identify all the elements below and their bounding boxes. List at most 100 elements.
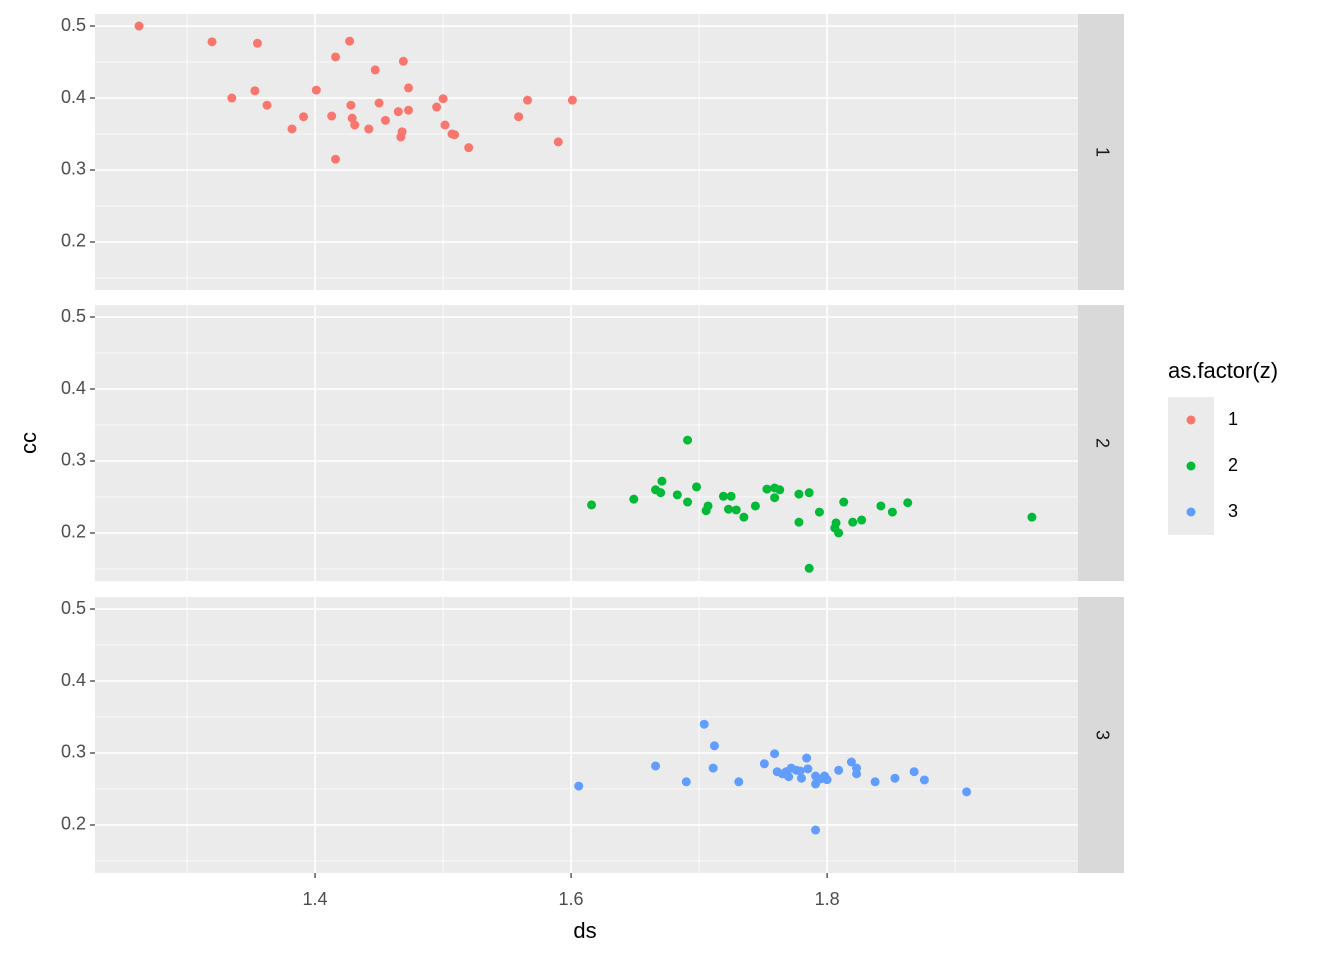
point [364, 124, 374, 134]
facet-strip [1078, 305, 1124, 581]
legend-marker [1186, 461, 1196, 471]
point [380, 115, 390, 125]
y-tick-label: 0.4 [61, 378, 86, 398]
point [734, 777, 744, 787]
point [404, 105, 414, 115]
y-tick-label: 0.5 [61, 598, 86, 618]
point [794, 517, 804, 527]
point [440, 120, 450, 130]
point [681, 777, 691, 787]
point [848, 517, 858, 527]
point [683, 435, 693, 445]
point [784, 772, 794, 782]
point [919, 775, 929, 785]
point [398, 56, 408, 66]
y-tick-label: 0.2 [61, 231, 86, 251]
point [657, 476, 667, 486]
point [346, 100, 356, 110]
point [703, 501, 713, 511]
point [252, 38, 262, 48]
y-tick-label: 0.3 [61, 159, 86, 179]
point [134, 21, 144, 31]
point [822, 775, 832, 785]
point [327, 111, 337, 121]
point [909, 767, 919, 777]
point [432, 102, 442, 112]
point [370, 65, 380, 75]
point [345, 36, 355, 46]
y-tick-label: 0.3 [61, 450, 86, 470]
x-tick-label: 1.8 [815, 889, 840, 909]
point [759, 759, 769, 769]
point [393, 107, 403, 117]
point [887, 507, 897, 517]
point [1027, 512, 1037, 522]
point [350, 120, 360, 130]
point [587, 500, 597, 510]
panel-background [95, 597, 1078, 873]
point [651, 761, 661, 771]
point [802, 753, 812, 763]
point [794, 489, 804, 499]
point [846, 757, 856, 767]
point [347, 113, 357, 123]
point [709, 741, 719, 751]
point [814, 507, 824, 517]
point [770, 493, 780, 503]
point [731, 505, 741, 515]
point [311, 85, 321, 95]
point [804, 563, 814, 573]
legend-label: 1 [1228, 409, 1238, 429]
point [762, 484, 772, 494]
point [672, 490, 682, 500]
point [726, 491, 736, 501]
point [514, 112, 524, 122]
y-tick-label: 0.2 [61, 522, 86, 542]
facet-label: 3 [1092, 730, 1112, 740]
y-tick-label: 0.4 [61, 87, 86, 107]
point [250, 86, 260, 96]
point [857, 515, 867, 525]
point [523, 95, 533, 105]
legend-title: as.factor(z) [1168, 358, 1278, 383]
point [404, 83, 414, 93]
point [903, 498, 913, 508]
point [287, 124, 297, 134]
point [852, 769, 862, 779]
legend-label: 3 [1228, 501, 1238, 521]
point [692, 482, 702, 492]
facet-label: 1 [1092, 147, 1112, 157]
point [629, 494, 639, 504]
legend-marker [1186, 415, 1196, 425]
panel-background [95, 14, 1078, 290]
point [834, 765, 844, 775]
point [834, 528, 844, 538]
point [839, 497, 849, 507]
point [464, 143, 474, 153]
point [803, 764, 813, 774]
point [890, 773, 900, 783]
point [227, 93, 237, 103]
point [553, 137, 563, 147]
y-axis-title: cc [16, 432, 41, 454]
point [450, 130, 460, 140]
point [775, 485, 785, 495]
y-tick-label: 0.4 [61, 670, 86, 690]
point [708, 763, 718, 773]
point [831, 518, 841, 528]
facet-strip [1078, 597, 1124, 873]
point [770, 749, 780, 759]
point [962, 787, 972, 797]
point [331, 154, 341, 164]
point [718, 491, 728, 501]
point [699, 719, 709, 729]
point [750, 501, 760, 511]
point [567, 95, 577, 105]
legend-marker [1186, 507, 1196, 517]
point [438, 94, 448, 104]
point [207, 37, 217, 47]
x-tick-label: 1.4 [303, 889, 328, 909]
point [876, 501, 886, 511]
